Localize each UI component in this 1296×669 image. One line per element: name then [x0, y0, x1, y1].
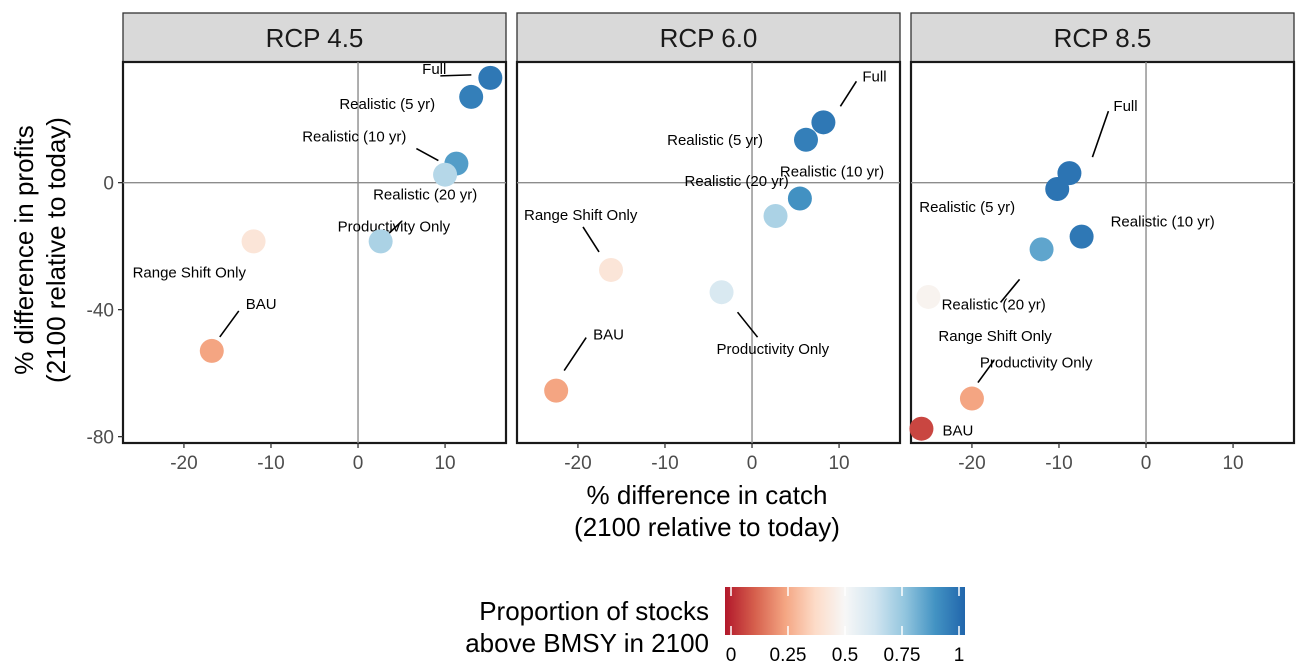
x-tick-label: -10	[1045, 453, 1072, 474]
point-range-shift-only	[916, 284, 941, 309]
point-bau	[909, 416, 934, 441]
point-label-realistic-10-yr: Realistic (10 yr)	[780, 164, 884, 181]
point-label-productivity-only: Productivity Only	[980, 355, 1093, 372]
x-tick-label: 0	[747, 453, 758, 474]
panel-plot-area	[121, 60, 508, 445]
point-label-range-shift-only: Range Shift Only	[133, 264, 247, 281]
colorbar-ticks: 0 0.25 0.5 0.75 1	[726, 587, 965, 666]
colorbar-tick-label: 0	[726, 645, 737, 666]
x-axis-title-line-2: (2100 relative to today)	[574, 512, 840, 542]
point-label-realistic-20-yr: Realistic (20 yr)	[685, 173, 789, 190]
label-leader-line	[219, 310, 240, 338]
label-leader-line	[440, 74, 472, 77]
point-realistic-10-yr	[1069, 224, 1094, 249]
panel-title: RCP 4.5	[266, 23, 364, 53]
panel-strip-rcp-6-0	[516, 12, 901, 63]
panel-strip-rcp-4-5	[122, 12, 507, 63]
point-label-range-shift-only: Range Shift Only	[938, 328, 1052, 345]
point-range-shift-only	[599, 257, 624, 282]
point-label-full: Full	[422, 61, 446, 78]
label-leader-line	[977, 360, 995, 384]
x-tick-label: 10	[434, 453, 455, 474]
panels-layer: RCP 4.5 -20 -10 0 10 -80 -40 0 Full Realistic (5 …	[87, 12, 1296, 474]
x-tick-label: -10	[651, 453, 678, 474]
x-tick-label: -10	[257, 453, 284, 474]
point-full	[478, 65, 503, 90]
colorbar-tick-label: 0.75	[884, 645, 921, 666]
point-realistic-5-yr	[459, 84, 484, 109]
legend-title-line-1: Proportion of stocks	[479, 596, 709, 626]
x-tick-label: 0	[353, 453, 364, 474]
point-bau	[199, 338, 224, 363]
y-axis-title-line-1: % difference in profits	[9, 125, 39, 375]
panel-plot-area	[909, 60, 1296, 445]
panel-strip-rcp-8-5	[910, 12, 1295, 63]
point-realistic-20-yr	[1029, 237, 1054, 262]
y-tick-label: -80	[87, 428, 114, 449]
point-label-realistic-5-yr: Realistic (5 yr)	[339, 96, 435, 113]
legend-title-line-2: above BMSY in 2100	[465, 628, 709, 658]
x-tick-label: 10	[828, 453, 849, 474]
y-tick-label: -40	[87, 301, 114, 322]
point-realistic-20-yr	[433, 162, 458, 187]
point-label-realistic-5-yr: Realistic (5 yr)	[919, 199, 1015, 216]
colorbar-tick-label: 0.5	[832, 645, 858, 666]
label-leader-line	[582, 226, 600, 253]
label-leader-line	[999, 278, 1021, 303]
panel-plot-area	[515, 60, 902, 445]
label-leader-line	[839, 80, 858, 107]
point-label-bau: BAU	[246, 296, 277, 313]
panel-rcp-4-5: RCP 4.5 -20 -10 0 10 -80 -40 0 Full Realistic (5 …	[87, 12, 508, 474]
point-label-realistic-20-yr: Realistic (20 yr)	[942, 296, 1046, 313]
point-label-bau: BAU	[942, 423, 973, 440]
point-realistic-20-yr	[763, 203, 788, 228]
y-tick-label: 0	[103, 174, 114, 195]
label-leader-line	[1091, 110, 1110, 158]
x-tick-label: -20	[958, 453, 985, 474]
label-leader-line	[416, 147, 439, 162]
point-realistic-5-yr	[1045, 177, 1070, 201]
point-label-realistic-5-yr: Realistic (5 yr)	[667, 132, 763, 149]
point-label-realistic-10-yr: Realistic (10 yr)	[1111, 214, 1215, 231]
point-label-realistic-10-yr: Realistic (10 yr)	[302, 129, 406, 146]
point-realistic-5-yr	[793, 127, 818, 152]
point-label-full: Full	[1113, 98, 1137, 115]
point-productivity-only	[709, 280, 734, 305]
point-label-bau: BAU	[593, 327, 624, 344]
colorbar-tick-label: 1	[954, 645, 965, 666]
panel-title: RCP 6.0	[660, 23, 758, 53]
x-tick-label: 10	[1222, 453, 1243, 474]
point-label-productivity-only: Productivity Only	[338, 218, 451, 235]
x-tick-label: 0	[1141, 453, 1152, 474]
point-label-full: Full	[862, 68, 886, 85]
color-legend: Proportion of stocks above BMSY in 2100 …	[465, 587, 965, 666]
y-axis-title-line-2: (2100 relative to today)	[41, 117, 71, 383]
panel-rcp-8-5: RCP 8.5 -20 -10 0 10 Full Realistic (5 yr) Real…	[909, 12, 1296, 474]
panel-title: RCP 8.5	[1054, 23, 1152, 53]
point-label-productivity-only: Productivity Only	[717, 341, 830, 358]
panel-rcp-6-0: RCP 6.0 -20 -10 0 10 Full Realistic (5 yr) Real…	[515, 12, 902, 474]
label-leader-line	[563, 337, 587, 372]
colorbar-tick-label: 0.25	[770, 645, 807, 666]
point-label-realistic-20-yr: Realistic (20 yr)	[373, 187, 477, 204]
point-label-range-shift-only: Range Shift Only	[524, 207, 638, 224]
point-bau	[544, 378, 569, 403]
point-full	[811, 110, 836, 135]
x-tick-label: -20	[170, 453, 197, 474]
point-range-shift-only	[241, 229, 266, 254]
x-tick-label: -20	[564, 453, 591, 474]
label-leader-line	[736, 311, 759, 338]
point-productivity-only	[959, 386, 984, 411]
x-axis-title-line-1: % difference in catch	[587, 480, 828, 510]
point-realistic-10-yr	[787, 186, 812, 211]
point-productivity-only	[368, 229, 393, 254]
